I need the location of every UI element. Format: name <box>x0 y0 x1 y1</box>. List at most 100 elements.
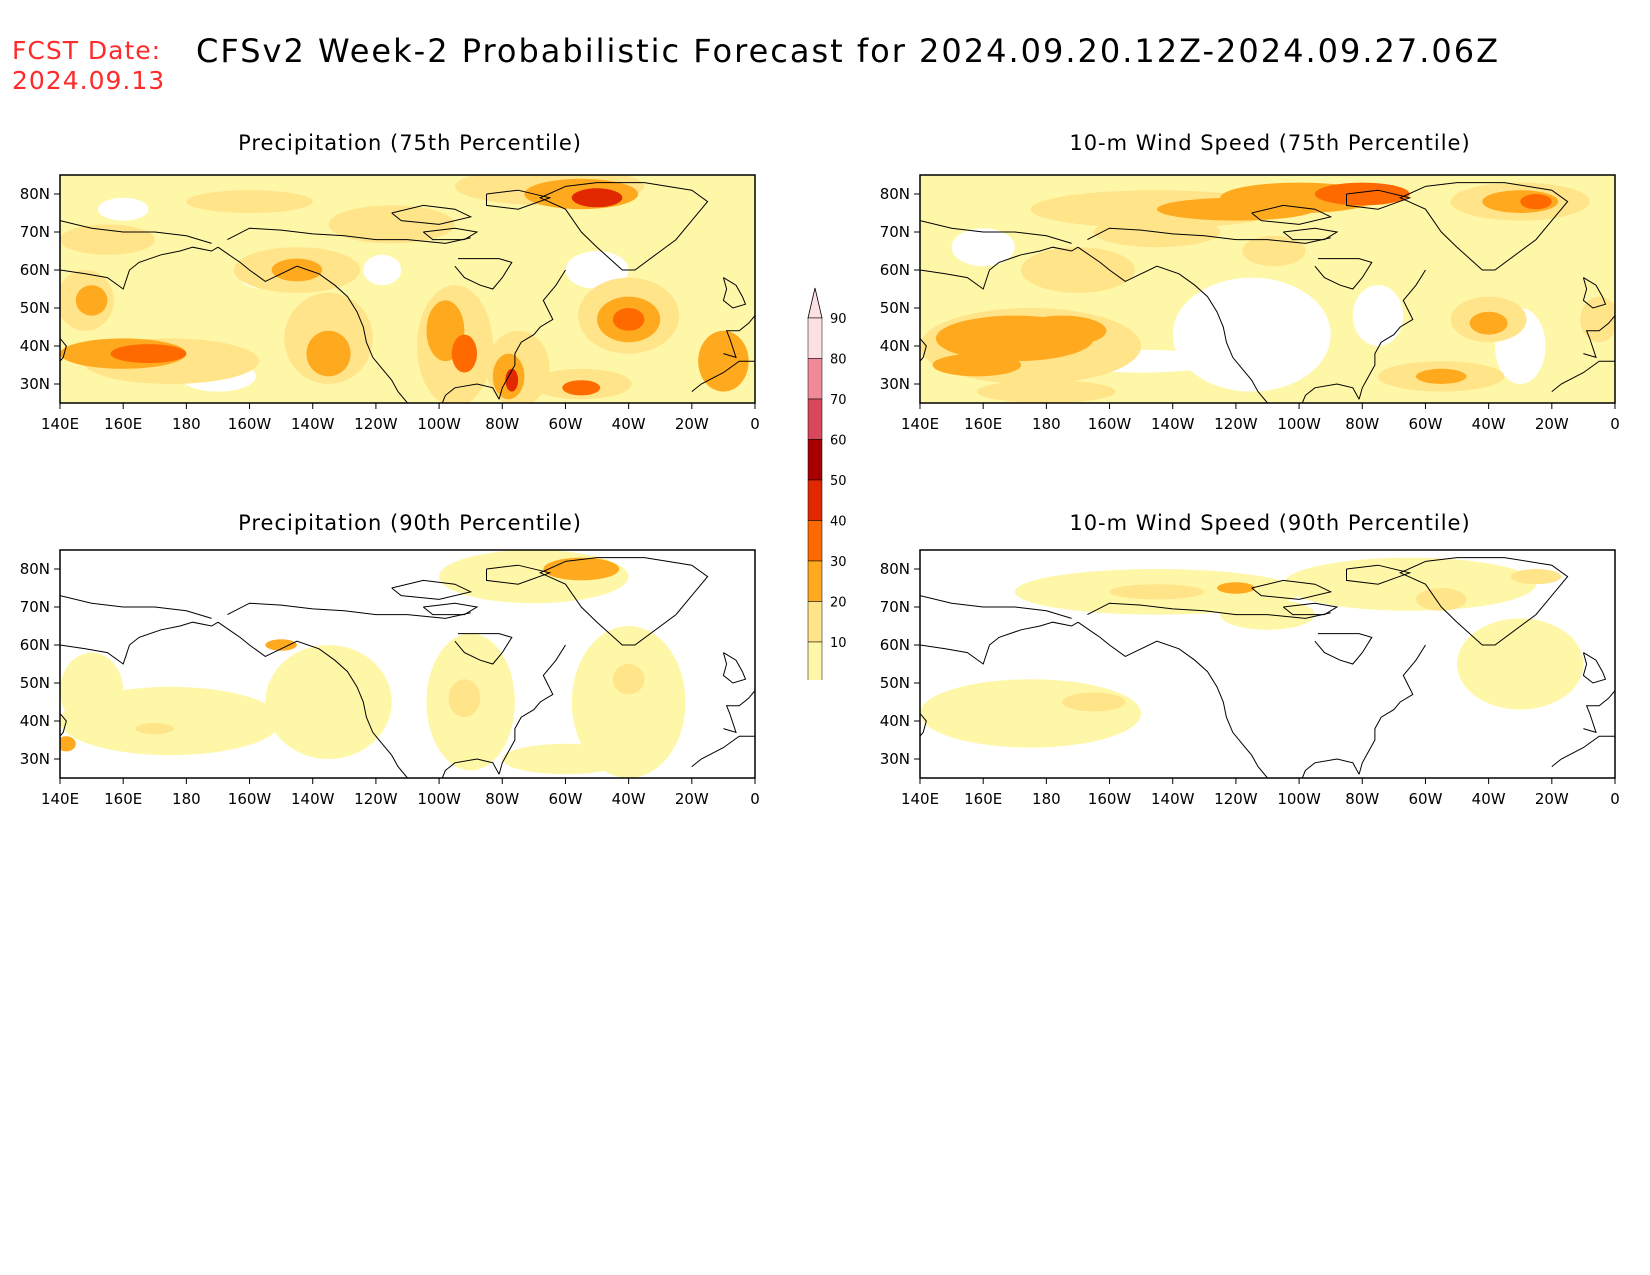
lon-tick-label: 100W <box>1277 415 1321 433</box>
page-title: CFSv2 Week-2 Probabilistic Forecast for … <box>196 32 1501 70</box>
lon-tick-label: 40W <box>1472 790 1506 808</box>
lon-tick-label: 120W <box>1214 415 1258 433</box>
lat-tick-label: 60N <box>20 261 50 279</box>
lon-tick-label: 140E <box>41 415 79 433</box>
lat-tick-label: 60N <box>880 261 910 279</box>
lat-tick-label: 30N <box>880 750 910 768</box>
lon-tick-label: 40W <box>1472 415 1506 433</box>
lon-tick-label: 140W <box>291 415 335 433</box>
lon-tick-label: 60W <box>1408 415 1442 433</box>
lon-tick-label: 20W <box>675 415 709 433</box>
colorbar-label: 10 <box>830 636 847 651</box>
forecast-date-label: FCST Date: <box>12 36 162 65</box>
lon-tick-label: 160W <box>228 790 272 808</box>
lon-tick-label: 140W <box>1151 790 1195 808</box>
lon-tick-label: 160W <box>1088 790 1132 808</box>
lon-tick-label: 20W <box>1535 415 1569 433</box>
lon-tick-label: 160W <box>1088 415 1132 433</box>
colorbar-segment <box>807 479 823 521</box>
colorbar-label: 40 <box>830 515 847 530</box>
lon-tick-label: 80W <box>1345 790 1379 808</box>
lon-tick-label: 20W <box>675 790 709 808</box>
lon-tick-label: 20W <box>1535 790 1569 808</box>
lon-tick-label: 40W <box>612 415 646 433</box>
lon-tick-label: 0 <box>1610 790 1620 808</box>
lon-tick-label: 140W <box>291 790 335 808</box>
forecast-date-block: FCST Date: 2024.09.13 <box>12 36 165 96</box>
lon-tick-label: 140E <box>901 790 939 808</box>
map-precip-75: 140E 160E 180 160W 140W 120W 100W 80W 60W 40W 20W 0… <box>20 174 760 433</box>
lat-tick-label: 80N <box>880 185 910 203</box>
lat-tick-label: 80N <box>880 560 910 578</box>
lon-tick-label: 100W <box>417 790 461 808</box>
lat-tick-label: 50N <box>20 299 50 317</box>
lon-tick-label: 0 <box>750 790 760 808</box>
lon-tick-label: 180 <box>172 415 201 433</box>
colorbar-segment <box>807 439 823 481</box>
lat-tick-label: 30N <box>20 750 50 768</box>
colorbar-label: 30 <box>830 555 847 570</box>
colorbar-label: 80 <box>830 353 847 368</box>
lon-tick-label: 80W <box>485 415 519 433</box>
lat-tick-label: 50N <box>20 674 50 692</box>
lon-tick-label: 80W <box>1345 415 1379 433</box>
lon-tick-label: 160W <box>228 415 272 433</box>
lon-tick-label: 180 <box>1032 415 1061 433</box>
colorbar-segment <box>807 317 823 359</box>
lon-tick-label: 80W <box>485 790 519 808</box>
lon-tick-label: 140E <box>901 415 939 433</box>
lat-tick-label: 80N <box>20 185 50 203</box>
colorbar-label: 70 <box>830 393 847 408</box>
map-wind-75: 140E 160E 180 160W 140W 120W 100W 80W 60W 40W 20W 0… <box>880 174 1620 433</box>
lat-tick-label: 30N <box>20 375 50 393</box>
colorbar-top-arrow <box>807 287 823 319</box>
lon-tick-label: 160E <box>964 790 1002 808</box>
lon-tick-label: 100W <box>1277 790 1321 808</box>
colorbar-label: 20 <box>830 596 847 611</box>
lat-tick-label: 60N <box>20 636 50 654</box>
forecast-date-value: 2024.09.13 <box>12 66 166 95</box>
colorbar-segment <box>807 641 823 680</box>
lon-tick-label: 140E <box>41 790 79 808</box>
lat-tick-label: 40N <box>880 337 910 355</box>
colorbar-segment <box>807 358 823 400</box>
colorbar-label: 50 <box>830 474 847 489</box>
lat-tick-label: 70N <box>880 223 910 241</box>
lat-tick-label: 50N <box>880 299 910 317</box>
map-precip-90: 140E 160E 180 160W 140W 120W 100W 80W 60W 40W 20W 0… <box>20 549 760 808</box>
panel-title-precip-75: Precipitation (75th Percentile) <box>238 131 582 155</box>
lat-tick-label: 80N <box>20 560 50 578</box>
lon-tick-label: 60W <box>548 415 582 433</box>
lon-tick-label: 100W <box>417 415 461 433</box>
colorbar-label: 90 <box>830 312 847 327</box>
lat-tick-label: 40N <box>880 712 910 730</box>
colorbar-segment <box>807 398 823 440</box>
lon-tick-label: 60W <box>548 790 582 808</box>
lat-tick-label: 40N <box>20 712 50 730</box>
lon-tick-label: 0 <box>1610 415 1620 433</box>
lat-tick-label: 30N <box>880 375 910 393</box>
lon-tick-label: 160E <box>104 790 142 808</box>
lon-tick-label: 0 <box>750 415 760 433</box>
lon-tick-label: 60W <box>1408 790 1442 808</box>
colorbar-legend: 90 80 70 60 50 40 30 20 10 <box>807 287 847 680</box>
lat-tick-label: 50N <box>880 674 910 692</box>
panel-title-wind-75: 10-m Wind Speed (75th Percentile) <box>1069 131 1471 155</box>
lon-tick-label: 180 <box>1032 790 1061 808</box>
lat-tick-label: 40N <box>20 337 50 355</box>
panel-title-wind-90: 10-m Wind Speed (90th Percentile) <box>1069 511 1471 535</box>
lat-tick-label: 70N <box>20 598 50 616</box>
lon-tick-label: 180 <box>172 790 201 808</box>
lon-tick-label: 40W <box>612 790 646 808</box>
lon-tick-label: 120W <box>1214 790 1258 808</box>
lat-tick-label: 70N <box>880 598 910 616</box>
lon-tick-label: 160E <box>964 415 1002 433</box>
colorbar-segment <box>807 520 823 562</box>
lon-tick-label: 120W <box>354 415 398 433</box>
colorbar-segment <box>807 601 823 643</box>
lon-tick-label: 140W <box>1151 415 1195 433</box>
lon-tick-label: 120W <box>354 790 398 808</box>
map-wind-90: 140E 160E 180 160W 140W 120W 100W 80W 60W 40W 20W 0… <box>880 549 1620 808</box>
lon-tick-label: 160E <box>104 415 142 433</box>
lat-tick-label: 60N <box>880 636 910 654</box>
